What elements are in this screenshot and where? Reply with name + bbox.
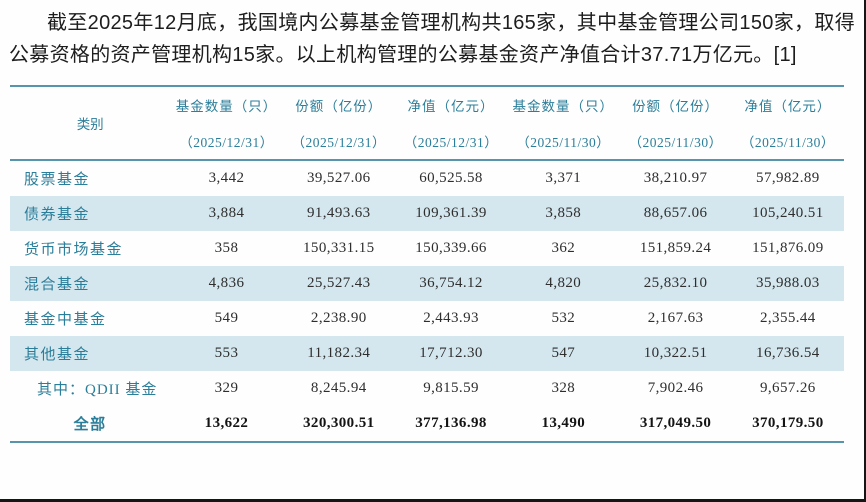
value-cell: 549 — [214, 310, 239, 326]
header-category: 类别 — [10, 86, 171, 161]
value-cell: 35,988.03 — [756, 275, 820, 291]
value-cell: 60,525.58 — [419, 170, 483, 186]
category-cell: 货币市场基金 — [24, 242, 124, 258]
value-cell: 10,322.51 — [643, 345, 708, 361]
value-cell: 553 — [214, 345, 239, 361]
header-share-nov: 份额（亿份） （2025/11/30） — [619, 86, 732, 161]
value-cell: 109,361.39 — [415, 205, 487, 221]
header-label: 基金数量（只） — [175, 99, 278, 114]
value-cell: 4,820 — [545, 275, 582, 291]
value-cell: 57,982.89 — [756, 170, 820, 186]
value-cell: 25,832.10 — [643, 275, 708, 291]
value-cell: 9,815.59 — [423, 380, 479, 396]
category-cell: 其中：QDII 基金 — [37, 382, 158, 398]
category-cell: 股票基金 — [24, 172, 91, 188]
value-cell: 362 — [551, 240, 576, 256]
category-cell: 混合基金 — [24, 277, 91, 293]
value-cell: 17,712.30 — [419, 345, 483, 361]
citation-link[interactable]: [1] — [773, 44, 797, 66]
table-row-equity: 股票基金 3,442 39,527.06 60,525.58 3,371 38,… — [10, 160, 844, 196]
value-cell: 2,355.44 — [760, 310, 816, 326]
category-cell: 全部 — [73, 417, 107, 433]
table-header-row: 类别 基金数量（只） （2025/12/31） 份额（亿份） （2025/12/… — [10, 86, 844, 161]
table-row-other: 其他基金 553 11,182.34 17,712.30 547 10,322.… — [10, 336, 844, 371]
value-cell: 3,884 — [208, 205, 245, 221]
value-cell: 38,210.97 — [643, 170, 708, 186]
value-cell: 377,136.98 — [415, 415, 487, 431]
header-nav-dec: 净值（亿元） （2025/12/31） — [394, 86, 508, 161]
value-cell: 151,859.24 — [639, 240, 712, 256]
value-cell: 4,836 — [208, 275, 245, 291]
value-cell: 16,736.54 — [756, 345, 820, 361]
value-cell: 9,657.26 — [760, 380, 816, 396]
value-cell: 150,331.15 — [303, 240, 375, 256]
header-share-dec: 份额（亿份） （2025/12/31） — [282, 86, 395, 161]
value-cell: 3,442 — [208, 170, 245, 186]
table-row-money-market: 货币市场基金 358 150,331.15 150,339.66 362 151… — [10, 231, 844, 266]
value-cell: 329 — [214, 380, 239, 396]
value-cell: 13,490 — [541, 415, 586, 431]
value-cell: 151,876.09 — [752, 240, 824, 256]
table-row-qdii: 其中：QDII 基金 329 8,245.94 9,815.59 328 7,9… — [10, 371, 844, 406]
value-cell: 3,371 — [545, 170, 582, 186]
table-row-bond: 债券基金 3,884 91,493.63 109,361.39 3,858 88… — [10, 196, 844, 231]
header-date: （2025/11/30） — [740, 135, 835, 150]
header-label: 净值（亿元） — [744, 99, 832, 114]
header-fund-count-nov: 基金数量（只） （2025/11/30） — [507, 86, 620, 161]
category-cell: 基金中基金 — [24, 312, 107, 328]
header-label: 份额（亿份） — [295, 99, 383, 114]
header-date: （2025/12/31） — [179, 135, 274, 150]
value-cell: 150,339.66 — [415, 240, 487, 256]
value-cell: 91,493.63 — [306, 205, 371, 221]
header-date: （2025/12/31） — [403, 135, 499, 150]
header-date: （2025/11/30） — [628, 135, 723, 150]
fund-data-table: 类别 基金数量（只） （2025/12/31） 份额（亿份） （2025/12/… — [10, 85, 844, 443]
value-cell: 358 — [214, 240, 239, 256]
value-cell: 317,049.50 — [639, 415, 712, 431]
value-cell: 2,443.93 — [423, 310, 479, 326]
header-category-label: 类别 — [76, 117, 104, 132]
value-cell: 13,622 — [204, 415, 249, 431]
header-nav-nov: 净值（亿元） （2025/11/30） — [731, 86, 844, 161]
value-cell: 2,167.63 — [647, 310, 704, 326]
header-label: 基金数量（只） — [512, 99, 615, 114]
header-date: （2025/12/31） — [291, 135, 387, 150]
value-cell: 328 — [551, 380, 576, 396]
header-date: （2025/11/30） — [516, 135, 611, 150]
value-cell: 36,754.12 — [419, 275, 483, 291]
fund-table-container: 类别 基金数量（只） （2025/12/31） 份额（亿份） （2025/12/… — [10, 85, 853, 443]
value-cell: 2,238.90 — [310, 310, 367, 326]
value-cell: 88,657.06 — [643, 205, 708, 221]
table-row-hybrid: 混合基金 4,836 25,527.43 36,754.12 4,820 25,… — [10, 266, 844, 301]
value-cell: 11,182.34 — [307, 345, 371, 361]
value-cell: 8,245.94 — [310, 380, 367, 396]
value-cell: 532 — [551, 310, 576, 326]
value-cell: 39,527.06 — [306, 170, 371, 186]
header-fund-count-dec: 基金数量（只） （2025/12/31） — [170, 86, 283, 161]
table-row-total: 全部 13,622 320,300.51 377,136.98 13,490 3… — [10, 406, 844, 442]
value-cell: 3,858 — [545, 205, 582, 221]
value-cell: 320,300.51 — [303, 415, 375, 431]
header-label: 净值（亿元） — [407, 99, 495, 114]
intro-paragraph: 截至2025年12月底，我国境内公募基金管理机构共165家，其中基金管理公司15… — [9, 7, 855, 71]
value-cell: 25,527.43 — [306, 275, 371, 291]
intro-text: 截至2025年12月底，我国境内公募基金管理机构共165家，其中基金管理公司15… — [9, 12, 855, 66]
value-cell: 7,902.46 — [647, 380, 704, 396]
value-cell: 547 — [551, 345, 576, 361]
category-cell: 债券基金 — [24, 207, 91, 223]
table-row-fof: 基金中基金 549 2,238.90 2,443.93 532 2,167.63… — [10, 301, 844, 336]
value-cell: 370,179.50 — [752, 415, 824, 431]
category-cell: 其他基金 — [24, 347, 91, 363]
value-cell: 105,240.51 — [752, 205, 824, 221]
header-label: 份额（亿份） — [632, 99, 720, 114]
